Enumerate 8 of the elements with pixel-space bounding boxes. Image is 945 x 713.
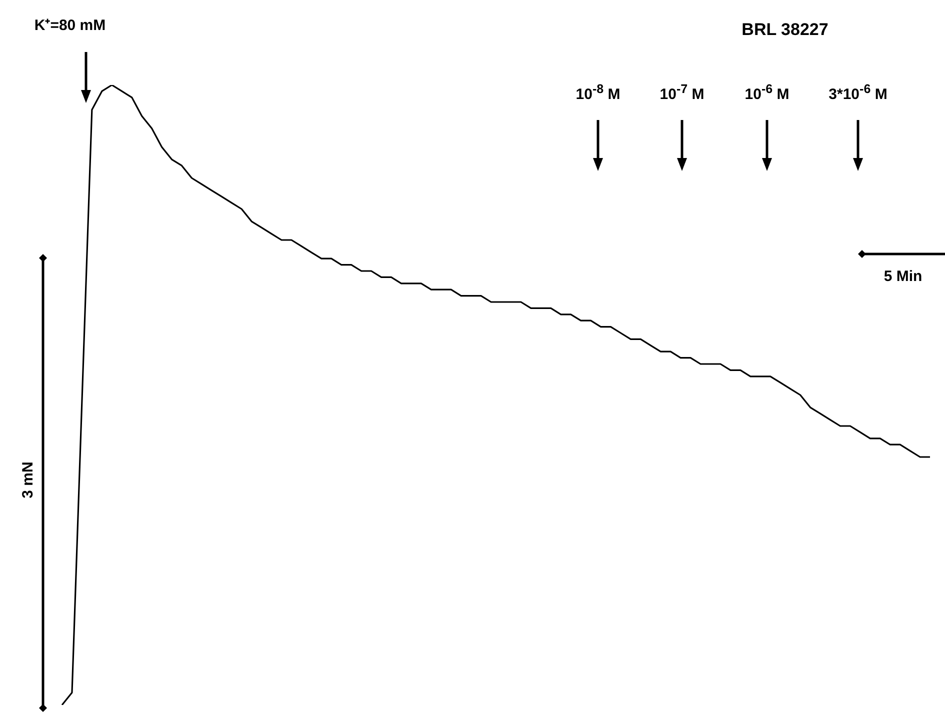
annotation: 10$^{-7}$ M: [660, 82, 704, 103]
text: 3 mN: [20, 462, 36, 498]
text: K⁺=80 mM: [34, 16, 106, 34]
annotation: 3*10$^{-6}$ M: [828, 82, 888, 103]
annotation: 10$^{-6}$ M: [744, 82, 790, 103]
annotation: 5 Min: [884, 268, 922, 285]
text: BRL 38227: [742, 20, 828, 40]
annotation: 10$^{-8}$ M: [576, 82, 620, 103]
